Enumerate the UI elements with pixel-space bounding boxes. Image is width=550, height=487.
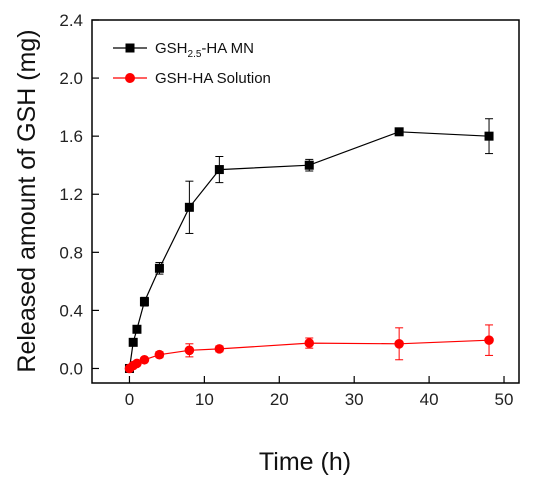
series-line: [128, 131, 490, 369]
data-point: [128, 337, 138, 347]
data-point: [139, 354, 150, 365]
data-point: [214, 344, 225, 354]
plot-frame: [91, 19, 520, 384]
ticks-layer: 0 10 20 30 40 50 0.0 0.4 0.8 1.2 1.6 2.0 2.4: [59, 11, 513, 409]
x-tick-label: 50: [495, 390, 514, 409]
y-axis-title: Released amount of GSH (mg): [13, 29, 41, 372]
data-point: [304, 160, 314, 170]
data-point: [304, 338, 315, 348]
legend-label-mn-sub: 2.5: [188, 49, 202, 60]
y-tick-label: 2.0: [59, 69, 83, 88]
legend-label-mn: GSH2.5-HA MN: [155, 40, 254, 60]
data-point: [154, 349, 165, 360]
series-layer: [124, 118, 494, 374]
data-point: [484, 131, 494, 141]
data-point: [214, 165, 224, 175]
y-tick-label: 2.4: [59, 11, 83, 30]
legend-marker-mn: [125, 43, 135, 53]
x-tick-label: 0: [125, 390, 134, 409]
data-point: [132, 358, 142, 369]
x-tick-label: 20: [270, 390, 289, 409]
x-tick-label: 40: [420, 390, 439, 409]
y-tick-label: 0.0: [59, 359, 83, 378]
series-gsh-ha-mn: [124, 118, 494, 373]
y-tick-label: 0.4: [59, 301, 83, 320]
x-tick-label: 30: [345, 390, 364, 409]
legend-label-mn-main: GSH: [155, 40, 188, 57]
x-tick-label: 10: [195, 390, 214, 409]
data-point: [394, 127, 404, 137]
y-tick-label: 0.8: [59, 243, 83, 262]
data-point: [139, 297, 149, 307]
data-point: [132, 324, 142, 334]
data-point: [394, 338, 404, 349]
legend: GSH2.5-HA MN GSH-HA Solution: [113, 40, 271, 87]
data-point: [184, 345, 195, 356]
data-point: [184, 202, 194, 212]
y-tick-label: 1.2: [59, 185, 83, 204]
legend-label-mn-tail: -HA MN: [201, 40, 254, 57]
data-point: [484, 335, 494, 345]
x-axis-title: Time (h): [259, 448, 351, 476]
legend-label-solution: GSH-HA Solution: [155, 70, 271, 87]
legend-marker-solution: [125, 73, 135, 83]
y-tick-label: 1.6: [59, 127, 83, 146]
data-point: [154, 263, 164, 273]
series-gsh-ha-solution: [124, 324, 494, 374]
